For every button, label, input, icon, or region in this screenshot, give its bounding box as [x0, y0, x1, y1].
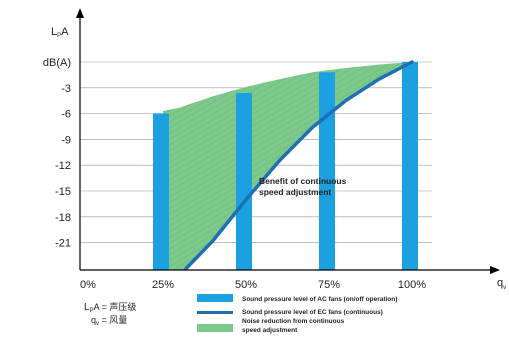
y-axis-arrow: [76, 8, 84, 18]
legend-area-label: Noise reduction from continuous: [242, 318, 345, 325]
ec-fan-line-group: [184, 60, 414, 271]
benefit-annotation-line1: Benefit of continuous: [259, 176, 347, 186]
axes: [76, 8, 500, 274]
x-axis-arrow: [490, 266, 500, 274]
benefit-annotation-line2: speed adjustment: [259, 187, 331, 197]
y-tick-label-1: -3: [61, 83, 71, 95]
legend-area-label-line2: speed adjustment: [242, 327, 298, 334]
legend-bar-swatch: [197, 294, 233, 302]
ac-fan-bar-3: [402, 62, 418, 270]
ec-fan-line: [184, 60, 414, 271]
y-tick-labels: dB(A) -3 -6 -9 -12 -15 -18 -21: [43, 57, 71, 250]
y-tick-label-3: -9: [61, 134, 71, 146]
y-tick-label-0: dB(A): [43, 57, 71, 69]
note-lpa: LPA = 声压级: [84, 301, 136, 314]
x-tick-label-1: 25%: [152, 279, 174, 291]
x-tick-label-2: 50%: [235, 279, 257, 291]
x-tick-label-3: 75%: [318, 279, 340, 291]
x-tick-label-0: 0%: [80, 279, 96, 291]
ac-fan-bar-0: [153, 113, 169, 270]
legend: Sound pressure level of AC fans (on/off …: [197, 294, 397, 334]
y-tick-label-5: -15: [55, 186, 71, 198]
y-tick-label-2: -6: [61, 109, 71, 121]
y-axis-title: LPA: [51, 26, 69, 39]
x-tick-labels: 0% 25% 50% 75% 100%: [80, 279, 426, 291]
y-tick-label-7: -21: [55, 238, 71, 250]
symbol-notes: LPA = 声压级 qv = 风量: [84, 301, 136, 327]
ac-fan-bar-1: [236, 92, 252, 271]
legend-bar-label: Sound pressure level of AC fans (on/off …: [242, 296, 397, 303]
ac-fan-bar-2: [319, 72, 335, 270]
benefit-annotation: Benefit of continuous speed adjustment: [259, 176, 349, 197]
noise-reduction-hatch: [163, 62, 412, 270]
legend-line-label: Sound pressure level of EC fans (continu…: [242, 309, 383, 316]
ac-fan-bars: [153, 62, 418, 271]
y-tick-label-6: -18: [55, 212, 71, 224]
y-tick-label-4: -12: [55, 160, 71, 172]
noise-reduction-area: [163, 62, 412, 270]
x-tick-label-4: 100%: [398, 279, 426, 291]
legend-line-swatch: [197, 311, 233, 314]
note-qv: qv = 风量: [91, 315, 127, 327]
x-axis-title: qv: [497, 277, 506, 291]
legend-area-swatch: [197, 324, 233, 332]
